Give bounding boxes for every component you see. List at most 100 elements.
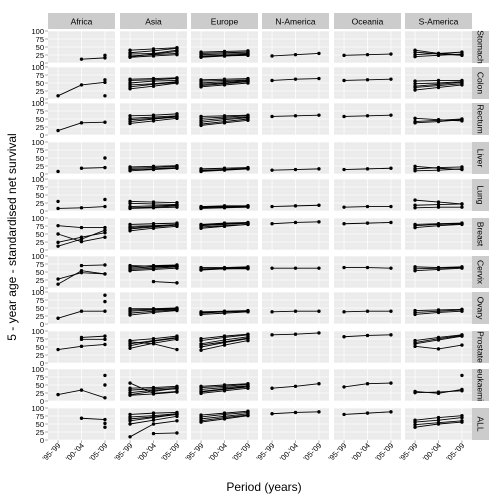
y-tick-label: 100 <box>31 63 44 72</box>
series-line <box>81 264 105 267</box>
series-line <box>224 410 248 414</box>
series-line <box>130 226 154 230</box>
y-tick-label: 75 <box>36 107 44 116</box>
series-line <box>224 79 248 83</box>
data-point <box>175 76 179 80</box>
series-line <box>153 307 177 310</box>
data-point <box>128 199 132 204</box>
data-point <box>199 391 203 396</box>
series-line <box>438 266 462 268</box>
series-line <box>344 412 368 415</box>
series-line <box>201 390 225 394</box>
series-line <box>153 47 177 50</box>
series-line <box>224 266 248 268</box>
series-line <box>438 390 462 393</box>
series-line <box>153 415 178 421</box>
data-point <box>151 418 156 422</box>
series-line <box>130 165 154 168</box>
series-line <box>153 79 177 82</box>
data-point <box>436 336 441 341</box>
data-point <box>246 113 250 117</box>
series-line <box>295 114 319 117</box>
series-line <box>153 343 178 350</box>
panel-all-oceania <box>334 407 401 441</box>
series-line <box>153 337 178 342</box>
y-tick-label: 50 <box>36 79 44 88</box>
data-point <box>128 340 132 344</box>
series-line <box>201 206 225 209</box>
strip-label-oceania: Oceania <box>352 17 384 27</box>
series-line <box>224 116 248 119</box>
series-line <box>153 204 177 207</box>
data-point <box>222 343 227 347</box>
series-line <box>415 204 439 206</box>
series-line <box>153 205 177 208</box>
data-point <box>342 385 346 389</box>
data-point <box>460 343 464 347</box>
data-point <box>413 418 417 422</box>
series-line <box>153 308 177 311</box>
x-axis-title: Period (years) <box>226 480 301 494</box>
data-point <box>317 203 321 207</box>
series-line <box>201 207 225 209</box>
series-line <box>414 336 439 342</box>
series-line <box>201 205 225 207</box>
series-line <box>295 221 319 223</box>
y-tick-label: 0 <box>40 436 44 445</box>
series-line <box>130 341 154 345</box>
series-line <box>415 419 439 423</box>
y-tick-label: 0 <box>40 131 44 140</box>
series-line <box>224 267 248 269</box>
data-point <box>317 167 321 171</box>
series-line <box>272 222 296 225</box>
series-line <box>224 51 248 54</box>
data-point <box>175 308 179 313</box>
data-point <box>151 164 156 169</box>
data-point <box>175 205 179 209</box>
data-point <box>151 76 156 81</box>
data-point <box>151 54 156 58</box>
series-line <box>201 387 225 390</box>
series-line <box>153 391 177 395</box>
data-point <box>175 384 179 388</box>
series-line <box>201 78 225 81</box>
data-point <box>389 410 393 414</box>
y-tick-label: 50 <box>36 43 44 52</box>
data-point <box>128 222 132 227</box>
data-point <box>128 225 132 230</box>
series-line <box>272 169 296 171</box>
series-line <box>153 167 177 170</box>
series-line <box>153 335 177 340</box>
series-line <box>344 206 368 208</box>
data-point <box>151 263 156 268</box>
data-point <box>270 114 274 119</box>
y-tick-label: 100 <box>31 99 44 108</box>
panel-all-asia <box>120 407 187 441</box>
panel-stomach-oceania <box>334 30 401 64</box>
series-line <box>272 333 296 336</box>
series-line <box>130 169 154 172</box>
strip-stomach <box>472 31 489 63</box>
panel-liver-oceania <box>334 141 401 175</box>
series-line <box>224 81 248 85</box>
series-line <box>81 417 105 420</box>
series-line <box>224 336 249 341</box>
series-line <box>130 223 154 225</box>
data-point <box>128 51 132 55</box>
series-line <box>57 389 82 396</box>
data-point <box>317 76 321 81</box>
series-line <box>130 416 154 420</box>
data-point <box>365 411 370 415</box>
y-tick-label: 25 <box>36 389 44 398</box>
series-line <box>224 115 248 118</box>
data-point <box>365 78 370 82</box>
panel-ovary-asia <box>120 291 187 325</box>
data-point <box>103 309 107 313</box>
data-point <box>128 167 132 172</box>
series-line <box>344 310 368 313</box>
series-line <box>130 114 154 117</box>
series-line <box>201 122 225 126</box>
data-point <box>128 83 132 87</box>
series-line <box>153 47 177 52</box>
y-tick-label: 25 <box>36 351 44 360</box>
